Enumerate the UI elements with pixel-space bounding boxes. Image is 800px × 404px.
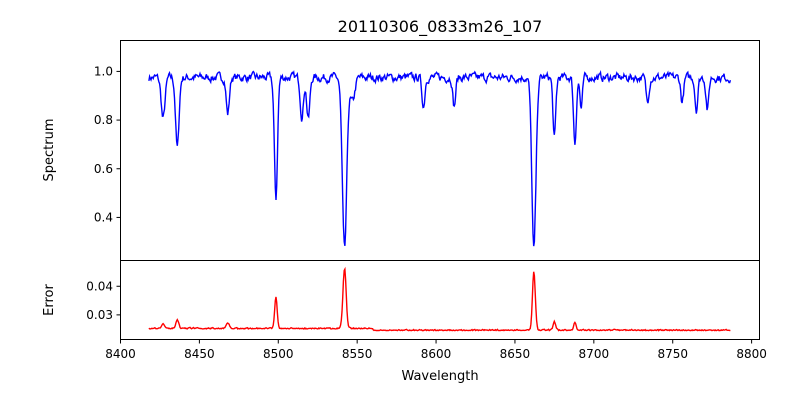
y-axis-label-spectrum: Spectrum [42, 119, 57, 182]
y-tick-label: 0.03 [86, 308, 113, 322]
error-line [148, 266, 731, 332]
x-tick-label: 8700 [579, 347, 610, 361]
x-tick-label: 8400 [105, 347, 136, 361]
y-tick-label: 0.8 [94, 113, 113, 127]
x-tick-label: 8550 [342, 347, 373, 361]
x-tick-label: 8450 [184, 347, 215, 361]
x-tick-label: 8650 [500, 347, 531, 361]
x-tick-label: 8750 [657, 347, 688, 361]
spectrum-axes-frame [120, 40, 760, 261]
chart-title: 20110306_0833m26_107 [338, 17, 543, 37]
y-tick-label: 0.6 [94, 162, 113, 176]
y-axis-label-error: Error [42, 284, 57, 316]
x-axis-label: Wavelength [401, 369, 478, 384]
y-tick-label: 1.0 [94, 64, 113, 78]
x-tick-label: 8500 [263, 347, 294, 361]
x-tick-label: 8800 [736, 347, 767, 361]
x-tick-label: 8600 [421, 347, 452, 361]
y-tick-label: 0.04 [86, 279, 113, 293]
error-axes-frame [120, 260, 760, 340]
spectrum-line [148, 69, 732, 247]
y-tick-label: 0.4 [94, 210, 113, 224]
